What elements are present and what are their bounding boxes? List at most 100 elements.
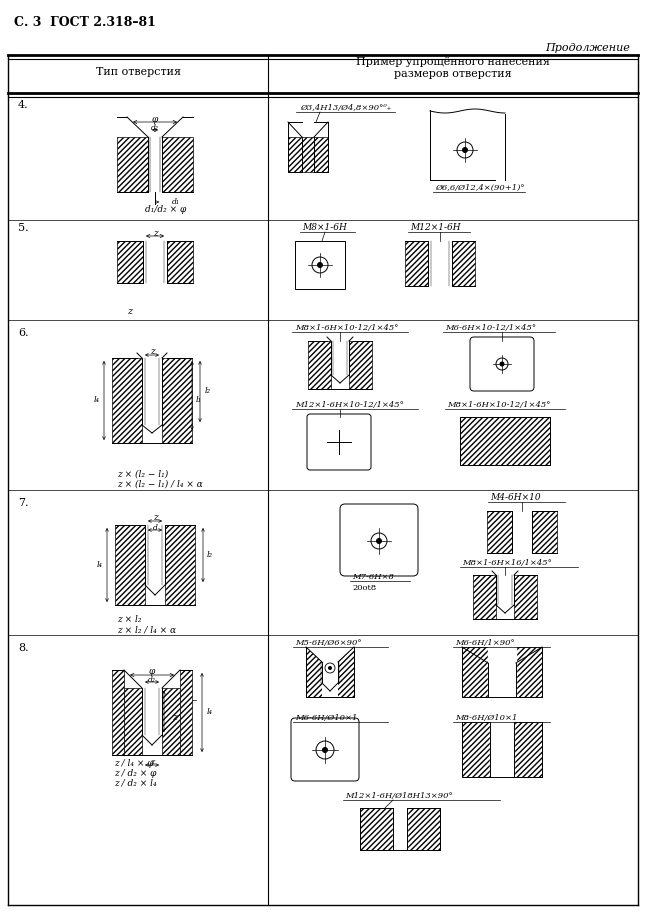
Bar <box>473 575 496 619</box>
Text: z: z <box>172 713 176 722</box>
Circle shape <box>371 533 387 549</box>
Text: Ø6,6/Ø12,4×(90+1)°: Ø6,6/Ø12,4×(90+1)° <box>435 184 525 192</box>
Circle shape <box>457 142 473 158</box>
Bar <box>490 722 514 777</box>
Text: M5-6H/Ø6×90°: M5-6H/Ø6×90° <box>295 639 362 647</box>
Bar <box>112 358 142 443</box>
Text: z / d₂ × l₄: z / d₂ × l₄ <box>114 779 156 788</box>
Bar <box>162 688 180 755</box>
Bar <box>532 511 557 553</box>
Text: M6-6H/Ø10×1: M6-6H/Ø10×1 <box>295 714 357 722</box>
Text: Тип отверстия: Тип отверстия <box>96 67 180 77</box>
Circle shape <box>377 539 382 543</box>
Text: M7-6H×8: M7-6H×8 <box>352 573 394 581</box>
Text: M8×1-6H×10-12/1×45°: M8×1-6H×10-12/1×45° <box>447 401 550 409</box>
Bar <box>452 241 475 286</box>
Text: z: z <box>150 348 154 356</box>
Text: M4-6H×10: M4-6H×10 <box>490 494 541 502</box>
Bar <box>162 137 193 192</box>
Text: M8-6H/Ø10×1: M8-6H/Ø10×1 <box>455 714 517 722</box>
Bar <box>360 808 440 850</box>
Bar <box>124 688 142 755</box>
Text: z: z <box>152 513 158 522</box>
Text: M8×1-6H×16/1×45°: M8×1-6H×16/1×45° <box>462 559 552 567</box>
Text: M12×1-6H×10-12/1×45°: M12×1-6H×10-12/1×45° <box>295 401 404 409</box>
Text: 20ot8: 20ot8 <box>352 584 376 592</box>
Text: M6-6H/1×90°: M6-6H/1×90° <box>455 639 515 647</box>
Circle shape <box>329 666 331 669</box>
Bar <box>487 511 512 553</box>
Bar <box>306 647 354 697</box>
Text: d₁: d₁ <box>172 198 180 206</box>
Bar <box>180 670 192 755</box>
Bar <box>162 358 192 443</box>
FancyBboxPatch shape <box>291 718 359 781</box>
Circle shape <box>312 257 328 273</box>
Text: d₁/d₂ × φ: d₁/d₂ × φ <box>145 205 186 215</box>
Text: l₄: l₄ <box>207 708 213 716</box>
FancyBboxPatch shape <box>295 241 345 289</box>
Text: z: z <box>150 758 154 766</box>
Bar <box>349 341 372 389</box>
Text: 5.: 5. <box>18 223 28 233</box>
FancyBboxPatch shape <box>340 504 418 576</box>
Bar <box>405 241 428 286</box>
Text: 8.: 8. <box>18 643 28 653</box>
Text: Ø3,4H13/Ø4,8×90°⁰₊: Ø3,4H13/Ø4,8×90°⁰₊ <box>300 104 391 112</box>
Circle shape <box>325 663 335 673</box>
Bar <box>117 137 148 192</box>
Circle shape <box>463 148 468 152</box>
Bar <box>167 241 193 283</box>
Text: M8×1-6H: M8×1-6H <box>302 224 347 233</box>
Text: z / d₂ × φ: z / d₂ × φ <box>114 769 156 778</box>
Circle shape <box>500 362 504 366</box>
Text: Продолжение: Продолжение <box>545 43 630 53</box>
Circle shape <box>316 741 334 759</box>
Bar <box>308 341 331 389</box>
Text: φ: φ <box>152 114 158 123</box>
Text: M12×1-6H/Ø18H13×90°: M12×1-6H/Ø18H13×90° <box>345 792 453 800</box>
Bar <box>165 525 195 605</box>
Bar <box>460 417 550 465</box>
Text: Пример упрощённого нанесения
размеров отверстия: Пример упрощённого нанесения размеров от… <box>356 58 550 79</box>
Polygon shape <box>306 647 354 662</box>
Text: С. 3  ГОСТ 2.318–81: С. 3 ГОСТ 2.318–81 <box>14 16 156 28</box>
FancyBboxPatch shape <box>470 337 534 391</box>
Circle shape <box>322 748 328 752</box>
Text: z / l₄ × φ: z / l₄ × φ <box>114 759 154 768</box>
Text: l₁: l₁ <box>196 396 202 404</box>
Circle shape <box>496 358 508 370</box>
Text: z × l₂ / l₄ × α: z × l₂ / l₄ × α <box>117 625 176 635</box>
Text: 4.: 4. <box>18 100 28 110</box>
Text: d: d <box>152 524 158 532</box>
Text: d₂: d₂ <box>151 124 159 132</box>
Text: φ: φ <box>149 667 155 677</box>
Bar <box>112 670 124 755</box>
Text: z × (l₂ − l₁) / l₄ × α: z × (l₂ − l₁) / l₄ × α <box>117 479 203 488</box>
Text: 7.: 7. <box>18 498 28 508</box>
Text: d₂: d₂ <box>148 676 156 684</box>
FancyBboxPatch shape <box>307 414 371 470</box>
Bar <box>514 575 537 619</box>
Bar <box>115 525 145 605</box>
Bar <box>393 808 407 850</box>
Bar <box>488 647 516 697</box>
Text: 6.: 6. <box>18 328 28 338</box>
Bar <box>322 662 338 697</box>
Text: l₂: l₂ <box>205 387 211 395</box>
Circle shape <box>317 263 322 268</box>
Text: M12×1-6H: M12×1-6H <box>410 224 461 233</box>
Bar <box>288 137 328 172</box>
Text: l₄: l₄ <box>94 396 100 404</box>
Bar <box>117 241 143 283</box>
Bar <box>462 647 542 697</box>
Bar <box>462 722 542 777</box>
Text: M6-6H×10-12/1×45°: M6-6H×10-12/1×45° <box>445 324 536 332</box>
Text: z × l₂: z × l₂ <box>117 615 141 624</box>
Text: z × (l₂ − l₁): z × (l₂ − l₁) <box>117 469 168 478</box>
Text: z: z <box>152 228 158 237</box>
Text: M8×1-6H×10-12/1×45°: M8×1-6H×10-12/1×45° <box>295 324 399 332</box>
Text: z: z <box>127 308 132 317</box>
Text: l₄: l₄ <box>97 561 103 569</box>
Text: l₂: l₂ <box>207 551 213 559</box>
